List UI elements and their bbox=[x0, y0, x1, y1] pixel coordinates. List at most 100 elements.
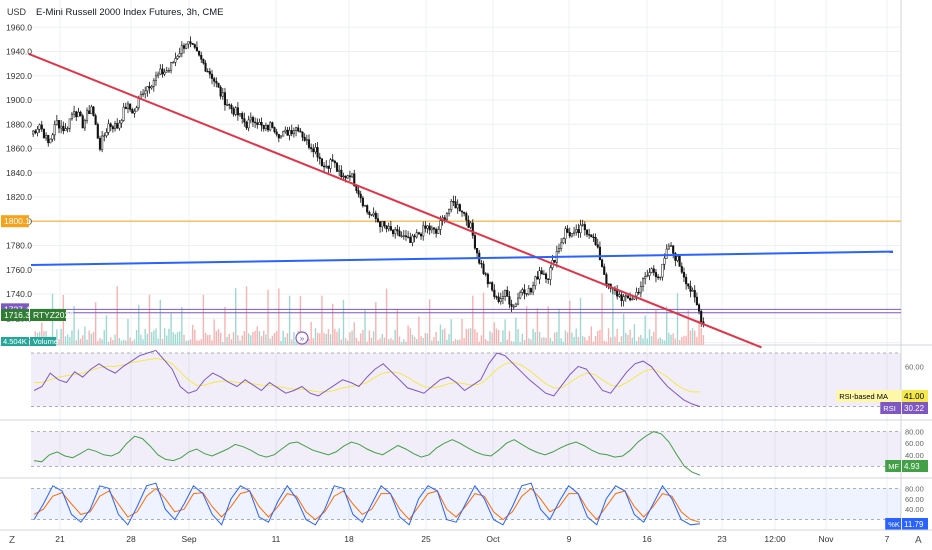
volume-bar bbox=[560, 338, 562, 345]
candle-body bbox=[680, 266, 683, 273]
time-tick-label: 28 bbox=[126, 534, 136, 544]
candle-body bbox=[689, 285, 692, 292]
volume-bar bbox=[577, 336, 580, 345]
candle-body bbox=[351, 173, 354, 178]
candle-body bbox=[445, 213, 448, 220]
candle-body bbox=[344, 175, 347, 179]
volume-bar bbox=[463, 338, 465, 345]
candle-body bbox=[170, 62, 173, 71]
candle-body bbox=[53, 124, 56, 136]
candle-body bbox=[497, 296, 500, 302]
indicator-value-box bbox=[902, 390, 928, 402]
price-axis[interactable]: 1960.0 1940.0 1920.0 1900.0 1880.0 1860.0 1840… bbox=[6, 22, 32, 347]
candle-body bbox=[226, 104, 229, 106]
candle-body bbox=[624, 295, 627, 297]
candle-body bbox=[120, 120, 123, 124]
volume-bar bbox=[194, 329, 196, 345]
volume-bar bbox=[342, 299, 345, 345]
trendlines[interactable] bbox=[28, 53, 894, 349]
candle-body bbox=[331, 159, 334, 162]
candle-body bbox=[245, 121, 248, 129]
volume-bar bbox=[392, 339, 394, 345]
candle-body bbox=[303, 136, 306, 141]
volume-bar bbox=[375, 302, 377, 345]
volume-bar bbox=[625, 332, 627, 345]
time-axis[interactable]: 21 28 Sep 11 18 25 Oct 9 16 23 12:00 Nov 7 bbox=[55, 534, 889, 544]
candle-body bbox=[366, 205, 369, 213]
candle-body bbox=[154, 75, 158, 81]
candle-body bbox=[592, 236, 595, 239]
indicator-value-box bbox=[902, 402, 928, 414]
candle-body bbox=[480, 262, 483, 265]
candle-body bbox=[79, 111, 82, 117]
candle-body bbox=[374, 212, 377, 219]
candle-body bbox=[669, 245, 673, 247]
candle-body bbox=[210, 73, 214, 79]
candle-body bbox=[142, 93, 145, 95]
chart-title[interactable]: E-Mini Russell 2000 Index Futures, 3h, C… bbox=[36, 7, 223, 18]
volume-bar bbox=[310, 322, 312, 345]
volume-bar bbox=[204, 332, 207, 345]
candle-body bbox=[486, 273, 489, 285]
timezone-icon[interactable]: Z bbox=[9, 535, 15, 546]
volume-bar bbox=[241, 335, 243, 345]
volume-bar bbox=[506, 339, 508, 345]
volume-bar bbox=[202, 294, 205, 345]
auto-scale-icon[interactable]: A bbox=[915, 535, 922, 546]
volume-bar bbox=[441, 329, 444, 345]
volume-bar bbox=[256, 326, 258, 345]
volume-bar bbox=[245, 286, 248, 345]
volume-bar bbox=[368, 330, 371, 345]
candle-body bbox=[400, 235, 403, 237]
volume-bar bbox=[250, 335, 252, 345]
candle-body bbox=[407, 236, 410, 238]
volume-bar bbox=[82, 335, 84, 345]
candle-body bbox=[598, 246, 601, 261]
candle-body bbox=[540, 270, 543, 275]
volume-bar bbox=[409, 328, 411, 345]
candle-body bbox=[523, 289, 526, 294]
candle-body bbox=[275, 131, 278, 135]
volume-bar bbox=[597, 330, 599, 345]
volume-bar bbox=[493, 322, 496, 345]
volume-bar bbox=[612, 287, 614, 345]
volume-label: Volume bbox=[33, 337, 58, 346]
symbol-tag[interactable]: 1716.3 RTYZ2023 bbox=[1, 309, 74, 321]
candle-body bbox=[644, 276, 647, 280]
time-tick-label: 16 bbox=[642, 534, 652, 544]
volume-bar bbox=[243, 331, 246, 345]
volume-bar bbox=[545, 337, 547, 345]
volume-bar bbox=[502, 330, 504, 345]
replay-icon[interactable]: » bbox=[295, 331, 309, 345]
candle-body bbox=[564, 228, 567, 240]
volume-bar bbox=[69, 336, 71, 345]
candle-body bbox=[185, 43, 188, 49]
volume-bar bbox=[515, 317, 517, 345]
price-tick-label: 1860.0 bbox=[6, 144, 32, 154]
candle-body bbox=[536, 276, 539, 280]
price-tick-label: 1820.0 bbox=[6, 192, 32, 202]
volume-bar bbox=[629, 329, 631, 345]
volume-bar bbox=[353, 322, 355, 345]
candle-body bbox=[538, 270, 541, 280]
indicator-value-box bbox=[902, 518, 928, 530]
panel-band bbox=[31, 431, 901, 467]
volume-bar bbox=[222, 341, 224, 345]
candle-body bbox=[463, 211, 466, 214]
candle-body bbox=[583, 224, 586, 230]
candle-body bbox=[161, 68, 164, 75]
candle-body bbox=[219, 86, 222, 97]
bottom-bar: Z A bbox=[0, 529, 932, 546]
volume-bar bbox=[633, 324, 636, 345]
volume-tag[interactable]: 4.504K Volume bbox=[1, 337, 58, 346]
volume-bar bbox=[284, 337, 286, 345]
candle-body bbox=[519, 292, 522, 299]
candle-body bbox=[90, 106, 93, 114]
volume-bar bbox=[219, 332, 222, 345]
volume-bar bbox=[103, 330, 105, 345]
candle-body bbox=[387, 226, 390, 230]
candle-body bbox=[305, 139, 308, 141]
candle-body bbox=[135, 107, 138, 112]
volume-bar bbox=[497, 330, 500, 345]
